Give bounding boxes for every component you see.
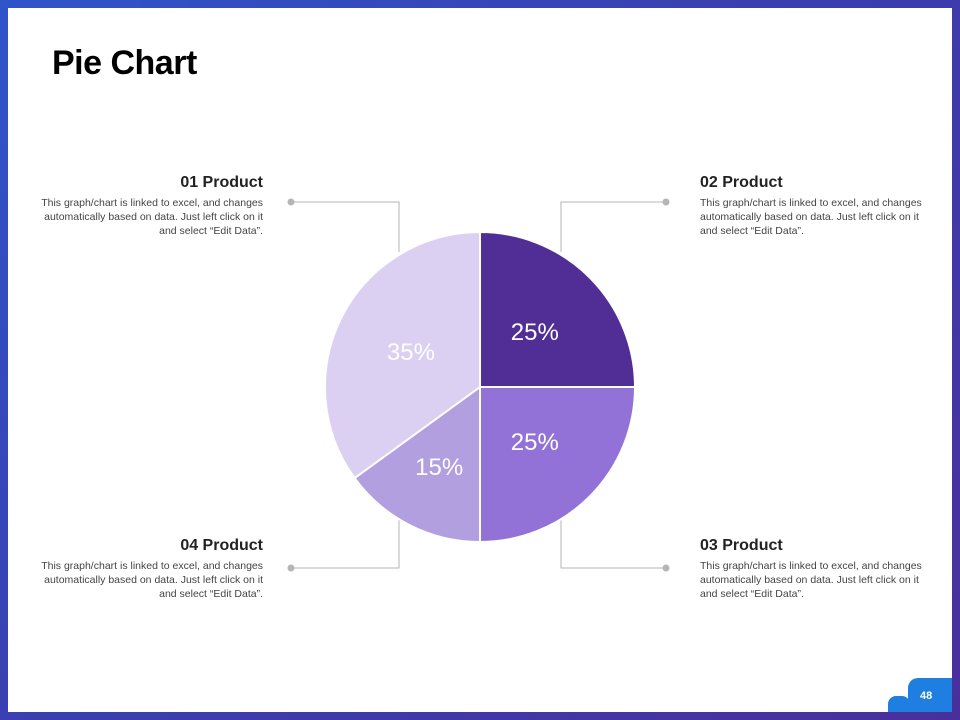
connector-dot-product-02 xyxy=(662,198,670,206)
pie-label-04-product: 15% xyxy=(415,454,463,481)
product-01-block: 01 Product This graph/chart is linked to… xyxy=(33,174,263,238)
product-01-heading: 01 Product xyxy=(180,174,263,191)
product-02-block: 02 Product This graph/chart is linked to… xyxy=(700,174,930,238)
connector-dot-product-04 xyxy=(287,564,295,572)
product-04-description: This graph/chart is linked to excel, and… xyxy=(41,560,263,600)
connector-dot-product-01 xyxy=(287,198,295,206)
connector-product-01 xyxy=(291,201,400,252)
pie-label-03-product: 25% xyxy=(511,429,559,456)
page-badge xyxy=(908,678,952,712)
connector-product-03 xyxy=(560,520,666,569)
pie-slice-03-product[interactable] xyxy=(479,386,637,544)
page-number: 48 xyxy=(920,690,933,702)
product-01-description: This graph/chart is linked to excel, and… xyxy=(41,197,263,237)
product-03-heading: 03 Product xyxy=(700,537,783,554)
product-04-heading: 04 Product xyxy=(180,537,263,554)
product-02-heading: 02 Product xyxy=(700,174,783,191)
pie-label-02-product: 25% xyxy=(511,319,559,346)
connector-product-04 xyxy=(291,520,400,569)
product-04-block: 04 Product This graph/chart is linked to… xyxy=(33,537,263,601)
slide-title: Pie Chart xyxy=(52,44,197,82)
pie-label-01-product: 35% xyxy=(387,339,435,366)
connector-dot-product-03 xyxy=(662,564,670,572)
pie-slice-02-product[interactable] xyxy=(479,230,637,388)
page-badge-tab xyxy=(888,696,910,712)
pie-slice-04-product[interactable] xyxy=(353,385,481,544)
product-03-block: 03 Product This graph/chart is linked to… xyxy=(700,537,930,601)
connector-lines xyxy=(287,198,670,572)
connector-product-02 xyxy=(560,201,666,252)
product-02-description: This graph/chart is linked to excel, and… xyxy=(700,197,922,237)
pie-slice-01-product[interactable] xyxy=(324,230,481,480)
product-03-description: This graph/chart is linked to excel, and… xyxy=(700,560,922,600)
